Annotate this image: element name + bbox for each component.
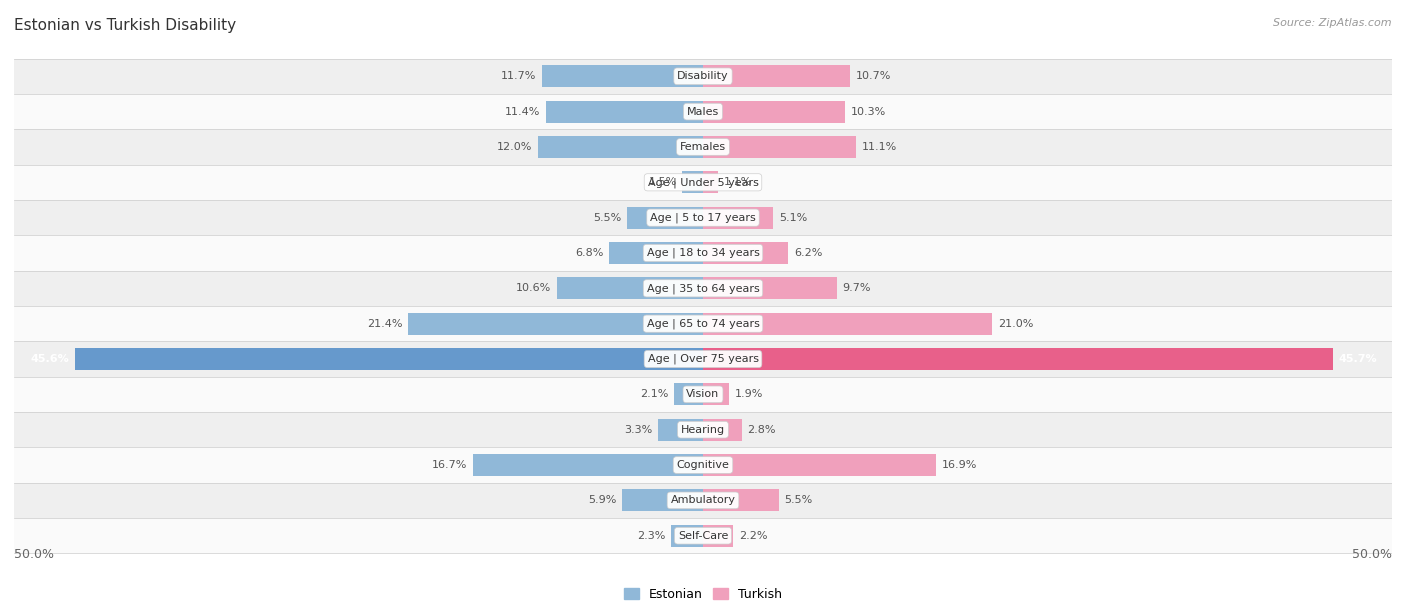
Text: Disability: Disability [678,71,728,81]
Bar [627,207,703,229]
Text: 45.7%: 45.7% [1339,354,1376,364]
Bar [14,376,1392,412]
Text: 6.2%: 6.2% [794,248,823,258]
Text: 10.7%: 10.7% [856,71,891,81]
Bar [703,383,730,405]
Text: 5.9%: 5.9% [588,495,616,506]
Text: 11.7%: 11.7% [501,71,536,81]
Text: Age | 65 to 74 years: Age | 65 to 74 years [647,318,759,329]
Text: Age | 18 to 34 years: Age | 18 to 34 years [647,248,759,258]
Bar [609,242,703,264]
Bar [703,65,851,88]
Bar [703,313,993,335]
Bar [703,136,856,158]
Text: Age | Under 5 years: Age | Under 5 years [648,177,758,187]
Text: 5.1%: 5.1% [779,212,807,223]
Bar [14,236,1392,271]
Bar [703,454,936,476]
Bar [703,100,845,122]
Text: 11.1%: 11.1% [862,142,897,152]
Text: Hearing: Hearing [681,425,725,435]
Bar [703,524,734,547]
Text: 21.0%: 21.0% [998,319,1033,329]
Text: 6.8%: 6.8% [575,248,603,258]
Text: 50.0%: 50.0% [14,548,53,561]
Text: 1.9%: 1.9% [735,389,763,400]
Text: 9.7%: 9.7% [842,283,870,293]
Bar [537,136,703,158]
Text: 12.0%: 12.0% [496,142,531,152]
Bar [14,306,1392,341]
Bar [703,242,789,264]
Text: 11.4%: 11.4% [505,106,540,117]
Bar [14,518,1392,553]
Text: Vision: Vision [686,389,720,400]
Bar [14,129,1392,165]
Text: 45.6%: 45.6% [31,354,69,364]
Bar [703,490,779,512]
Bar [14,447,1392,483]
Bar [14,94,1392,129]
Text: Ambulatory: Ambulatory [671,495,735,506]
Bar [14,341,1392,376]
Text: Age | 5 to 17 years: Age | 5 to 17 years [650,212,756,223]
Text: 21.4%: 21.4% [367,319,402,329]
Bar [703,419,741,441]
Text: Females: Females [681,142,725,152]
Bar [621,490,703,512]
Text: Estonian vs Turkish Disability: Estonian vs Turkish Disability [14,18,236,34]
Bar [703,277,837,299]
Bar [14,271,1392,306]
Bar [14,483,1392,518]
Text: 1.1%: 1.1% [724,177,752,187]
Bar [703,207,773,229]
Bar [703,171,718,193]
Bar [673,383,703,405]
Text: Males: Males [688,106,718,117]
Bar [703,348,1333,370]
Bar [14,59,1392,94]
Text: 5.5%: 5.5% [785,495,813,506]
Text: 16.7%: 16.7% [432,460,467,470]
Text: 2.3%: 2.3% [637,531,666,541]
Text: 2.8%: 2.8% [747,425,776,435]
Text: 2.2%: 2.2% [738,531,768,541]
Bar [472,454,703,476]
Text: Cognitive: Cognitive [676,460,730,470]
Bar [75,348,703,370]
Text: 3.3%: 3.3% [624,425,652,435]
Bar [671,524,703,547]
Text: Age | 35 to 64 years: Age | 35 to 64 years [647,283,759,294]
Text: 5.5%: 5.5% [593,212,621,223]
Bar [557,277,703,299]
Bar [14,165,1392,200]
Text: 50.0%: 50.0% [1353,548,1392,561]
Text: 10.6%: 10.6% [516,283,551,293]
Text: 10.3%: 10.3% [851,106,886,117]
Text: Self-Care: Self-Care [678,531,728,541]
Text: 1.5%: 1.5% [648,177,676,187]
Bar [408,313,703,335]
Legend: Estonian, Turkish: Estonian, Turkish [619,583,787,606]
Bar [658,419,703,441]
Text: Source: ZipAtlas.com: Source: ZipAtlas.com [1274,18,1392,28]
Bar [541,65,703,88]
Text: 2.1%: 2.1% [640,389,669,400]
Bar [14,200,1392,236]
Bar [682,171,703,193]
Bar [14,412,1392,447]
Bar [546,100,703,122]
Text: 16.9%: 16.9% [942,460,977,470]
Text: Age | Over 75 years: Age | Over 75 years [648,354,758,364]
